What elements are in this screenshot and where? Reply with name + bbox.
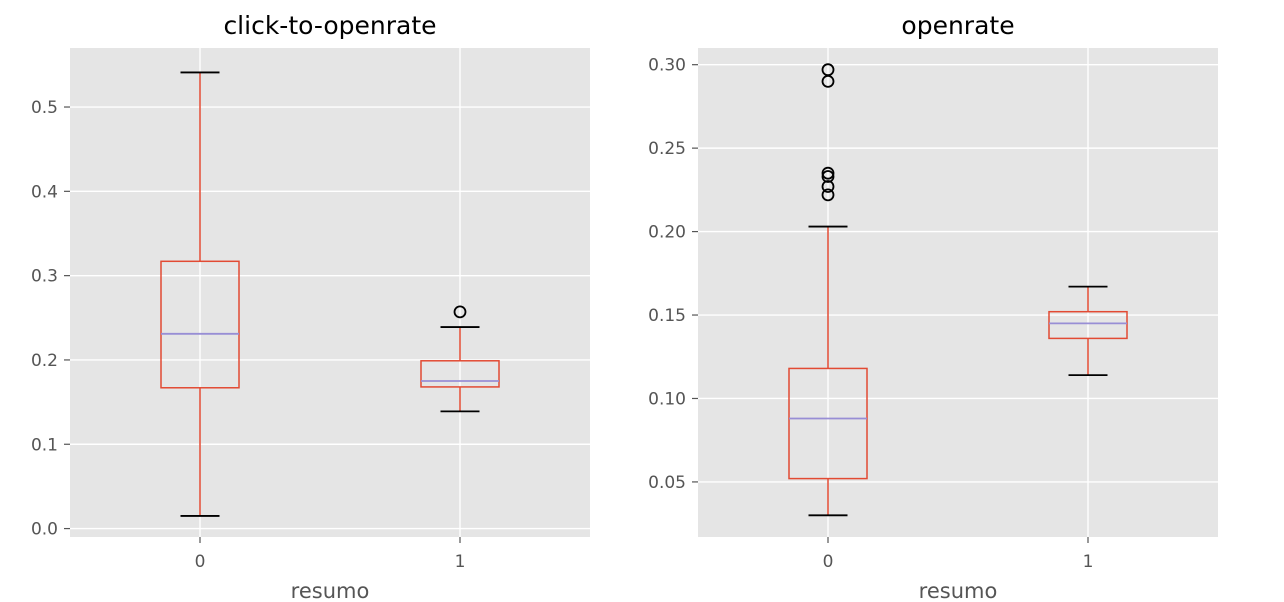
outlier-point — [821, 180, 835, 193]
plot-1-ytick-label: 0.3 — [31, 267, 58, 287]
plot-2-ytick-label: 0.10 — [648, 389, 686, 409]
outlier-point — [821, 170, 835, 183]
iqr-box — [1048, 310, 1128, 340]
plot-2: 0.05 0.10 0.15 0.20 0.25 0.30 0 1 openrate resumo — [648, 11, 1218, 602]
plot-2-xlabel: resumo — [919, 579, 998, 602]
plot-1-ytick-label: 0.1 — [31, 435, 58, 455]
iqr-box — [788, 367, 868, 480]
plot-1-ytick-label: 0.4 — [31, 182, 58, 202]
plot-1-xlabel: resumo — [291, 579, 370, 602]
outlier-point — [821, 63, 835, 77]
plot-2-ytick-label: 0.15 — [648, 306, 686, 326]
outlier-point — [453, 305, 467, 319]
plot-1-title: click-to-openrate — [223, 11, 436, 40]
plot-1-box-1 — [420, 305, 500, 413]
outlier-point — [821, 188, 835, 202]
plot-2-ytick-label: 0.20 — [648, 223, 686, 243]
plot-2-background — [698, 48, 1218, 537]
plot-1-ytick-label: 0.0 — [31, 520, 58, 540]
plot-2-ytick-label: 0.30 — [648, 56, 686, 76]
plot-1-background — [70, 48, 590, 537]
plot-2-ytick-label: 0.05 — [648, 473, 686, 493]
plot-2-title: openrate — [901, 11, 1014, 40]
iqr-box — [420, 360, 500, 388]
plot-1-xtick-label: 0 — [195, 552, 206, 572]
plot-1-xtick-label: 1 — [455, 552, 466, 572]
iqr-box — [160, 260, 240, 389]
plot-2-box-1 — [1048, 285, 1128, 377]
plot-2-box-0 — [788, 63, 868, 517]
plot-1-ytick-label: 0.5 — [31, 98, 58, 118]
plot-1-box-0 — [160, 71, 240, 517]
outlier-point — [821, 166, 835, 180]
plot-1: 0.0 0.1 0.2 0.3 0.4 0.5 0 1 click-to-openrate res… — [31, 11, 590, 602]
plot-1-ytick-label: 0.2 — [31, 351, 58, 371]
plot-2-xtick-label: 0 — [823, 552, 834, 572]
plot-2-ytick-label: 0.25 — [648, 139, 686, 159]
plot-2-xtick-label: 1 — [1083, 552, 1094, 572]
